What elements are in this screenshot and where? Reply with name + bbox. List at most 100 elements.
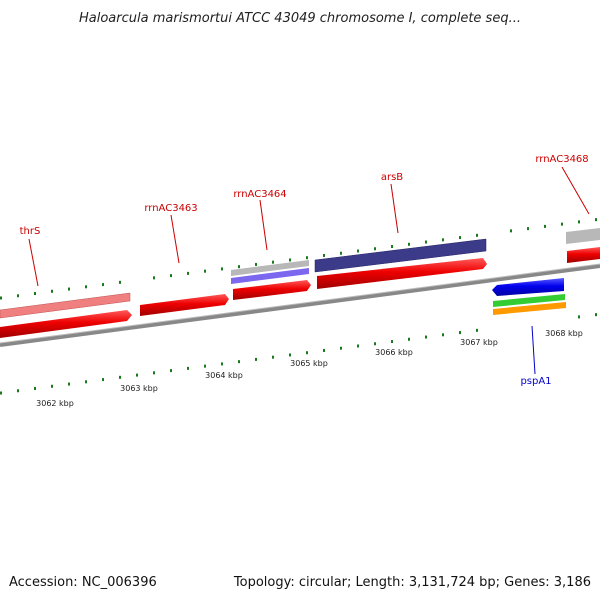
gene-label-text: rrnAC3464 bbox=[233, 189, 286, 200]
tick-mark bbox=[306, 351, 308, 355]
tick-mark bbox=[510, 229, 512, 233]
tick-mark bbox=[221, 362, 223, 366]
tick-mark bbox=[170, 274, 172, 278]
tick-mark bbox=[238, 265, 240, 269]
scale-label: 3066 kbp bbox=[375, 348, 413, 357]
gene-label-pspA1[interactable]: pspA1 bbox=[520, 325, 552, 387]
tick-mark bbox=[459, 331, 461, 335]
tick-mark bbox=[187, 366, 189, 370]
tick-mark bbox=[595, 218, 597, 222]
rrnAC3463-cds-arrow[interactable] bbox=[140, 294, 229, 316]
pspA1-green-bar[interactable] bbox=[493, 294, 565, 307]
tick-mark bbox=[442, 333, 444, 337]
tick-mark bbox=[476, 328, 478, 332]
tick-mark bbox=[272, 355, 274, 359]
arsB-feature-bar[interactable] bbox=[314, 238, 487, 273]
pspA1-orange-bar[interactable] bbox=[493, 302, 566, 315]
tick-mark bbox=[561, 222, 563, 226]
tick-mark bbox=[17, 389, 19, 393]
tick-mark bbox=[102, 283, 104, 287]
arsB-cds-arrow[interactable] bbox=[317, 258, 487, 289]
tick-mark bbox=[578, 220, 580, 224]
tick-mark bbox=[306, 256, 308, 260]
tick-mark bbox=[425, 240, 427, 244]
scale-label: 3063 kbp bbox=[120, 384, 158, 393]
tick-mark bbox=[374, 342, 376, 346]
rrnAC3468-cds-arrow[interactable] bbox=[567, 247, 600, 263]
tick-mark bbox=[357, 249, 359, 253]
tick-mark bbox=[272, 260, 274, 264]
gene-label-text: rrnAC3468 bbox=[535, 154, 588, 165]
gene-label-text: rrnAC3463 bbox=[144, 203, 197, 214]
tick-mark bbox=[17, 294, 19, 298]
thrS-feature-bar[interactable] bbox=[0, 292, 131, 319]
tick-mark bbox=[238, 360, 240, 364]
gene-label-text: arsB bbox=[381, 172, 403, 183]
tick-mark bbox=[289, 353, 291, 357]
tick-mark bbox=[0, 296, 2, 300]
tick-mark bbox=[578, 315, 580, 319]
tick-mark bbox=[34, 387, 36, 391]
scale-label: 3062 kbp bbox=[36, 399, 74, 408]
tick-mark bbox=[476, 233, 478, 237]
rrnAC3464-cds-arrow[interactable] bbox=[233, 280, 311, 300]
thrS-cds-arrow[interactable] bbox=[0, 310, 132, 338]
tick-mark bbox=[527, 227, 529, 231]
tick-mark bbox=[425, 335, 427, 339]
summary-text: Topology: circular; Length: 3,131,724 bp… bbox=[233, 575, 591, 590]
inner-tick-track bbox=[0, 313, 597, 395]
tick-mark bbox=[391, 245, 393, 249]
tick-mark bbox=[136, 373, 138, 377]
scale-label: 3065 kbp bbox=[290, 359, 328, 368]
tick-mark bbox=[357, 344, 359, 348]
scale-label: 3064 kbp bbox=[205, 371, 243, 380]
tick-mark bbox=[595, 313, 597, 317]
tick-mark bbox=[442, 238, 444, 242]
tick-mark bbox=[221, 267, 223, 271]
tick-mark bbox=[51, 384, 53, 388]
tick-mark bbox=[119, 280, 121, 284]
scale-label: 3068 kbp bbox=[545, 329, 583, 338]
tick-mark bbox=[68, 287, 70, 291]
tick-mark bbox=[85, 380, 87, 384]
tick-mark bbox=[0, 391, 2, 395]
gene-label-rrnAC3463[interactable]: rrnAC3463 bbox=[144, 203, 198, 264]
tick-mark bbox=[102, 378, 104, 382]
tick-mark bbox=[289, 258, 291, 262]
rrnAC3464-gray-bar[interactable] bbox=[231, 260, 309, 276]
tick-mark bbox=[187, 271, 189, 275]
gene-label-thrS[interactable]: thrS bbox=[20, 226, 41, 287]
outer-tick-track bbox=[0, 218, 597, 300]
rrnAC3468-gray-bar[interactable] bbox=[566, 228, 600, 244]
tick-mark bbox=[153, 276, 155, 280]
tick-mark bbox=[51, 289, 53, 293]
tick-mark bbox=[255, 262, 257, 266]
tick-mark bbox=[323, 348, 325, 352]
tick-mark bbox=[170, 369, 172, 373]
tick-mark bbox=[204, 269, 206, 273]
pspA1-cds-arrow[interactable] bbox=[492, 278, 564, 296]
accession-text: Accession: NC_006396 bbox=[9, 575, 157, 590]
tick-mark bbox=[340, 251, 342, 255]
gene-label-rrnAC3464[interactable]: rrnAC3464 bbox=[233, 189, 287, 251]
tick-mark bbox=[459, 236, 461, 240]
gene-label-arsB[interactable]: arsB bbox=[381, 172, 403, 234]
scale-label: 3067 kbp bbox=[460, 338, 498, 347]
tick-mark bbox=[340, 346, 342, 350]
tick-mark bbox=[85, 285, 87, 289]
tick-mark bbox=[374, 247, 376, 251]
tick-mark bbox=[323, 253, 325, 257]
rrnAC3464-violet-bar[interactable] bbox=[231, 268, 309, 284]
tick-mark bbox=[408, 337, 410, 341]
tick-mark bbox=[255, 357, 257, 361]
map-title: Haloarcula marismortui ATCC 43049 chromo… bbox=[79, 11, 521, 26]
genome-backbone-highlight bbox=[0, 263, 600, 344]
gene-label-rrnAC3468[interactable]: rrnAC3468 bbox=[535, 154, 590, 215]
gene-label-text: thrS bbox=[20, 226, 41, 237]
genome-backbone bbox=[0, 264, 600, 347]
tick-mark bbox=[153, 371, 155, 375]
tick-mark bbox=[34, 292, 36, 296]
tick-mark bbox=[391, 340, 393, 344]
tick-mark bbox=[204, 364, 206, 368]
